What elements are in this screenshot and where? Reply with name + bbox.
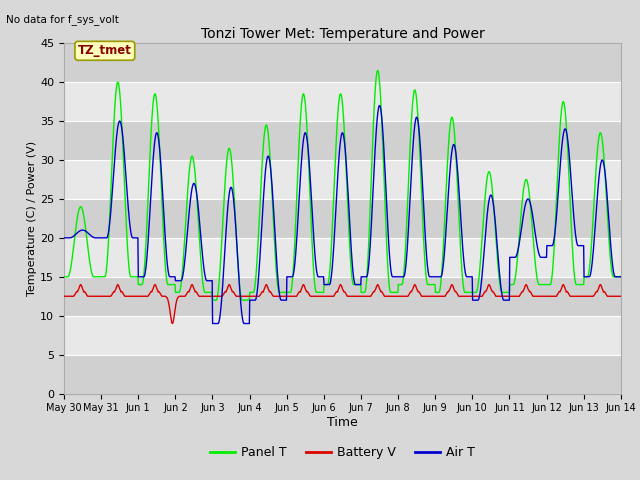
Bar [64,316,621,355]
Bar [64,43,621,82]
X-axis label: Time: Time [327,416,358,429]
Bar [64,160,621,199]
Title: Tonzi Tower Met: Temperature and Power: Tonzi Tower Met: Temperature and Power [200,27,484,41]
Bar [64,238,621,277]
Y-axis label: Temperature (C) / Power (V): Temperature (C) / Power (V) [28,141,37,296]
Text: TZ_tmet: TZ_tmet [78,44,132,57]
Bar [64,199,621,238]
Bar [64,121,621,160]
Text: No data for f_sys_volt: No data for f_sys_volt [6,14,119,25]
Bar [64,355,621,394]
Bar [64,277,621,316]
Legend: Panel T, Battery V, Air T: Panel T, Battery V, Air T [205,442,480,465]
Bar [64,82,621,121]
